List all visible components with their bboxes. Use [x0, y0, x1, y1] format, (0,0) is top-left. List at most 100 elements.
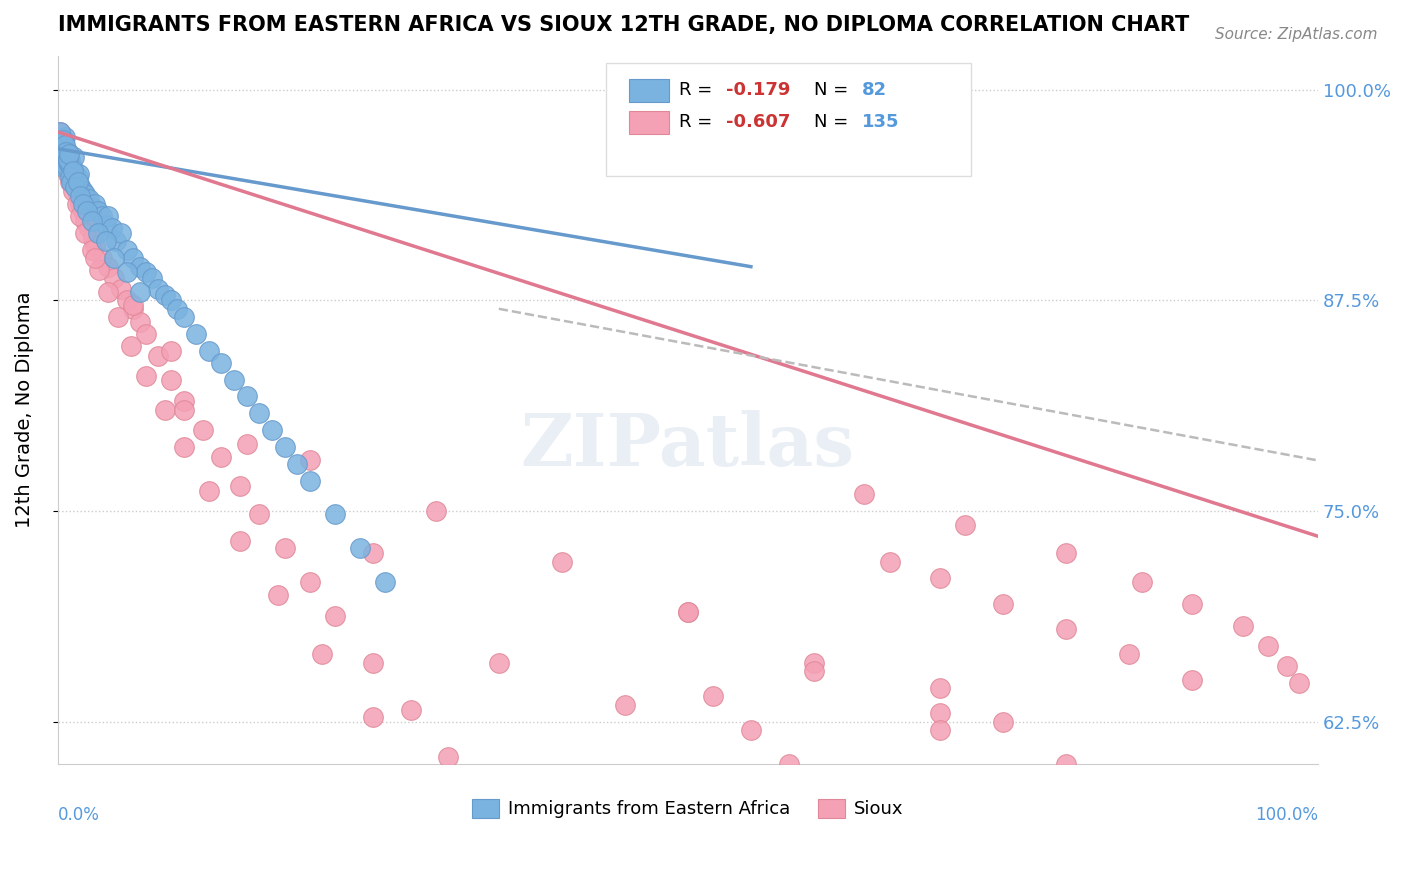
Text: R =: R = — [679, 112, 718, 131]
Point — [148, 282, 170, 296]
Point — [676, 605, 699, 619]
Point — [141, 271, 163, 285]
Point — [59, 159, 82, 173]
Point — [1054, 546, 1077, 560]
Point — [75, 226, 97, 240]
Point — [828, 799, 851, 814]
Point — [87, 204, 110, 219]
Point — [56, 145, 79, 159]
Text: ZIPatlas: ZIPatlas — [520, 409, 855, 481]
Point — [58, 150, 80, 164]
Point — [60, 170, 83, 185]
Point — [87, 226, 110, 240]
Legend: Immigrants from Eastern Africa, Sioux: Immigrants from Eastern Africa, Sioux — [465, 792, 911, 826]
Point — [135, 369, 157, 384]
Point — [53, 153, 76, 168]
Point — [1288, 676, 1310, 690]
Point — [101, 220, 124, 235]
FancyBboxPatch shape — [628, 79, 669, 102]
Point — [803, 664, 825, 678]
Point — [55, 150, 77, 164]
Point — [437, 750, 460, 764]
Point — [53, 153, 76, 168]
Point — [198, 483, 221, 498]
Point — [929, 723, 952, 738]
Point — [153, 288, 176, 302]
Point — [475, 799, 498, 814]
Point — [52, 133, 75, 147]
Point — [69, 209, 91, 223]
Point — [1181, 838, 1204, 852]
Point — [75, 187, 97, 202]
Point — [191, 423, 214, 437]
Point — [55, 159, 77, 173]
Point — [160, 343, 183, 358]
Point — [62, 161, 84, 176]
Point — [1118, 770, 1140, 784]
Point — [107, 310, 129, 325]
Point — [52, 145, 75, 159]
Point — [69, 197, 91, 211]
Point — [52, 150, 75, 164]
Point — [103, 271, 125, 285]
Point — [128, 285, 150, 299]
Point — [929, 681, 952, 695]
Point — [53, 129, 76, 144]
Point — [59, 163, 82, 178]
Point — [115, 265, 138, 279]
Point — [211, 450, 233, 464]
Text: 100.0%: 100.0% — [1256, 806, 1319, 824]
Text: 135: 135 — [862, 112, 900, 131]
Point — [90, 252, 112, 266]
Point — [298, 453, 321, 467]
Point — [488, 845, 510, 859]
Point — [953, 517, 976, 532]
Point — [52, 146, 75, 161]
Point — [1244, 828, 1267, 842]
Point — [1054, 782, 1077, 797]
Point — [65, 184, 87, 198]
Point — [52, 133, 75, 147]
Point — [65, 180, 87, 194]
Point — [52, 146, 75, 161]
Point — [80, 243, 103, 257]
Point — [59, 153, 82, 168]
Point — [160, 373, 183, 387]
Point — [84, 197, 107, 211]
Point — [53, 142, 76, 156]
Point — [55, 145, 77, 159]
Point — [247, 508, 270, 522]
Point — [84, 252, 107, 266]
Point — [65, 175, 87, 189]
Point — [222, 373, 245, 387]
Point — [1181, 597, 1204, 611]
Point — [740, 773, 762, 788]
Point — [803, 656, 825, 670]
Point — [1054, 622, 1077, 636]
Point — [52, 153, 75, 168]
Point — [53, 159, 76, 173]
Point — [60, 175, 83, 189]
Text: N =: N = — [814, 112, 853, 131]
Point — [1275, 659, 1298, 673]
Point — [76, 204, 98, 219]
Point — [77, 220, 100, 235]
Point — [67, 192, 90, 206]
Point — [1181, 673, 1204, 687]
Point — [115, 243, 138, 257]
FancyBboxPatch shape — [606, 63, 972, 177]
Point — [247, 406, 270, 420]
Point — [260, 423, 283, 437]
Point — [929, 706, 952, 721]
Point — [110, 226, 132, 240]
Point — [51, 133, 73, 147]
Point — [94, 235, 117, 249]
Point — [53, 138, 76, 153]
Point — [56, 159, 79, 173]
Point — [59, 175, 82, 189]
Point — [89, 263, 111, 277]
Point — [115, 293, 138, 308]
Point — [173, 403, 195, 417]
FancyBboxPatch shape — [628, 112, 669, 134]
Point — [90, 209, 112, 223]
